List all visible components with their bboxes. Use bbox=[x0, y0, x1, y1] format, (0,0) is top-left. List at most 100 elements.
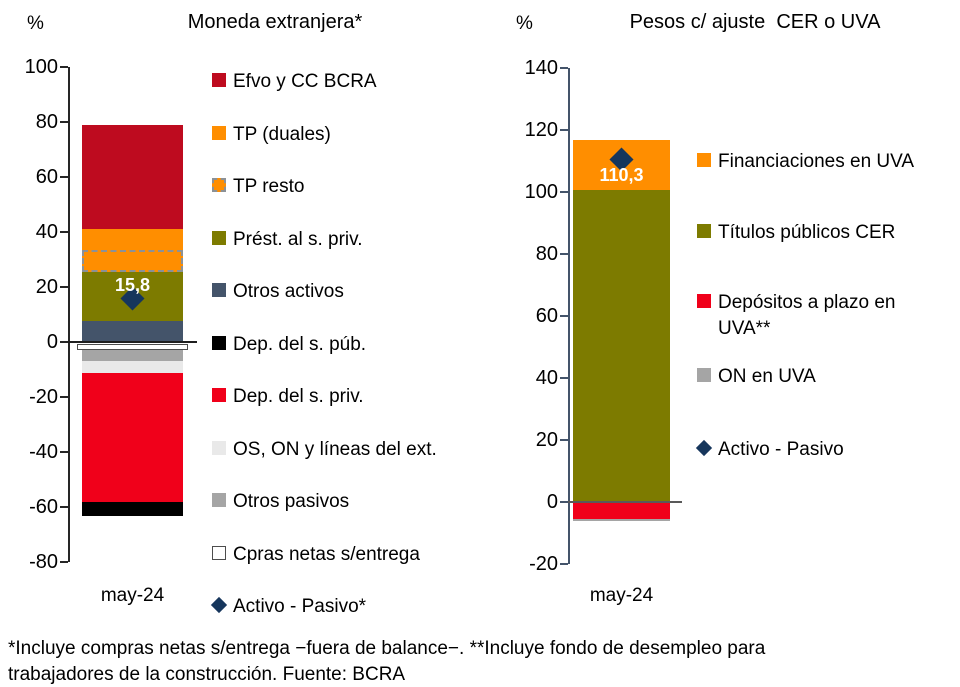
legend-label-os-on-y-lineas-del-ext: OS, ON y líneas del ext. bbox=[233, 438, 437, 460]
legend-label-on-en-uva: ON en UVA bbox=[718, 366, 816, 387]
left-y-tick-label--40: -40 bbox=[29, 441, 58, 463]
right-y-tick-mark-0 bbox=[560, 500, 568, 503]
right-y-tick-mark-20 bbox=[560, 438, 568, 441]
legend-label-titulos-publicos-cer: Títulos públicos CER bbox=[718, 222, 896, 243]
legend-diamond-icon bbox=[210, 596, 228, 614]
left-y-tick-label-40: 40 bbox=[35, 221, 58, 243]
left-y-tick-mark--80 bbox=[60, 561, 68, 563]
legend-label-financiaciones-en-uva: Financiaciones en UVA bbox=[718, 151, 915, 172]
left-y-tick-mark-80 bbox=[60, 121, 68, 123]
legend-label-activo-pasivo: Activo - Pasivo* bbox=[233, 596, 367, 617]
right-y-tick-label-80: 80 bbox=[535, 242, 558, 265]
left-legend-item-cpras-netas-s-entrega: Cpras netas s/entrega bbox=[212, 542, 462, 568]
bar-segment-otros-activos bbox=[82, 321, 183, 342]
left-y-axis-line bbox=[68, 67, 70, 562]
legend-swatch-tp-resto bbox=[212, 178, 226, 192]
left-marker-value-label: 15,8 bbox=[114, 274, 151, 295]
right-y-tick-label-140: 140 bbox=[524, 56, 558, 79]
right-chart-title: Pesos c/ ajuste CER o UVA bbox=[629, 11, 881, 33]
bar-segment-on-en-uva bbox=[573, 519, 670, 522]
legend-label-efvo-y-cc-bcra: Efvo y CC BCRA bbox=[233, 71, 377, 92]
left-y-tick-label-20: 20 bbox=[35, 276, 58, 298]
footnote-line-1: *Incluye compras netas s/entrega −fuera … bbox=[8, 638, 766, 659]
left-y-tick-label-100: 100 bbox=[24, 56, 58, 78]
bar-segment-tp-resto bbox=[82, 249, 183, 273]
left-x-category-label: may-24 bbox=[100, 585, 165, 606]
bar-segment-tp-duales bbox=[82, 229, 183, 250]
bar-segment-os-on-y-lineas-del-ext bbox=[82, 361, 183, 374]
left-y-tick-mark-0 bbox=[60, 341, 68, 343]
left-y-tick-mark-60 bbox=[60, 176, 68, 178]
right-y-tick-mark-60 bbox=[560, 314, 568, 317]
left-y-tick-mark--60 bbox=[60, 506, 68, 508]
right-marker-value-label: 110,3 bbox=[599, 164, 644, 185]
left-y-tick-mark--20 bbox=[60, 396, 68, 398]
right-x-category-label: may-24 bbox=[589, 585, 654, 606]
right-legend-item-financiaciones-en-uva: Financiaciones en UVA bbox=[697, 149, 940, 175]
right-y-tick-label-0: 0 bbox=[546, 490, 558, 513]
right-y-tick-label-100: 100 bbox=[524, 180, 558, 203]
bar-segment-otros-pasivos bbox=[82, 348, 183, 362]
left-y-tick-label-60: 60 bbox=[35, 166, 58, 188]
legend-label-tp-resto: TP resto bbox=[233, 176, 305, 197]
right-y-tick-mark-80 bbox=[560, 252, 568, 255]
legend-swatch-tp-duales bbox=[212, 125, 226, 140]
right-y-tick-mark-140 bbox=[560, 66, 568, 69]
legend-swatch-dep-del-s-priv bbox=[212, 388, 226, 402]
right-y-tick-mark-100 bbox=[560, 190, 568, 193]
left-legend-item-dep-del-s-priv: Dep. del s. priv. bbox=[212, 384, 462, 410]
left-y-tick-label-80: 80 bbox=[35, 111, 58, 133]
legend-label-otros-pasivos: Otros pasivos bbox=[233, 491, 350, 512]
legend-swatch-os-on-y-lineas-del-ext bbox=[212, 440, 226, 455]
left-y-tick-label--80: -80 bbox=[29, 551, 58, 573]
bar-segment-depositos-a-plazo-en-uva bbox=[573, 501, 670, 520]
legend-swatch-titulos-publicos-cer bbox=[697, 224, 711, 238]
legend-swatch-prest-al-s-priv bbox=[212, 230, 226, 245]
legend-label-depositos-a-plazo-en-uva: Depósitos a plazo en UVA** bbox=[718, 292, 896, 339]
right-legend-item-activo-pasivo: Activo - Pasivo bbox=[695, 437, 940, 463]
legend-swatch-cpras-netas-s-entrega bbox=[212, 545, 226, 560]
right-legend-item-on-en-uva: ON en UVA bbox=[697, 364, 940, 390]
bar-segment-titulos-publicos-cer bbox=[573, 190, 670, 502]
left-legend-item-prest-al-s-priv: Prést. al s. priv. bbox=[212, 227, 462, 253]
left-y-tick-label--20: -20 bbox=[29, 386, 58, 408]
left-zero-line bbox=[68, 341, 197, 343]
left-y-tick-mark--40 bbox=[60, 451, 68, 453]
legend-swatch-financiaciones-en-uva bbox=[697, 153, 711, 167]
legend-label-dep-del-s-pub: Dep. del s. púb. bbox=[233, 333, 367, 355]
right-legend-item-depositos-a-plazo-en-uva: Depósitos a plazo en UVA** bbox=[697, 290, 940, 342]
left-y-tick-label--60: -60 bbox=[29, 496, 58, 518]
left-y-tick-mark-40 bbox=[60, 231, 68, 233]
right-y-axis-line bbox=[568, 67, 570, 564]
right-y-tick-label--20: -20 bbox=[529, 552, 558, 575]
right-y-tick-mark--20 bbox=[560, 562, 568, 565]
left-legend-item-dep-del-s-pub: Dep. del s. púb. bbox=[212, 332, 462, 358]
footnote: *Incluye compras netas s/entrega −fuera … bbox=[8, 636, 956, 687]
legend-label-cpras-netas-s-entrega: Cpras netas s/entrega bbox=[233, 543, 420, 565]
legend-label-prest-al-s-priv: Prést. al s. priv. bbox=[233, 228, 363, 250]
legend-swatch-efvo-y-cc-bcra bbox=[212, 73, 226, 87]
bar-segment-cpras-netas-s-entrega bbox=[77, 343, 188, 351]
bar-segment-efvo-y-cc-bcra bbox=[82, 124, 183, 230]
left-y-tick-mark-100 bbox=[60, 66, 68, 68]
right-axis-unit-label: % bbox=[516, 13, 533, 34]
left-legend-item-otros-activos: Otros activos bbox=[212, 279, 462, 305]
bar-segment-dep-del-s-priv bbox=[82, 373, 183, 503]
right-y-tick-mark-40 bbox=[560, 376, 568, 379]
legend-swatch-on-en-uva bbox=[697, 368, 711, 382]
legend-label-dep-del-s-priv: Dep. del s. priv. bbox=[233, 386, 364, 407]
legend-label-tp-duales: TP (duales) bbox=[233, 123, 331, 145]
right-legend-item-titulos-publicos-cer: Títulos públicos CER bbox=[697, 220, 940, 246]
left-axis-unit-label: % bbox=[27, 13, 44, 34]
legend-swatch-otros-pasivos bbox=[212, 493, 226, 507]
left-legend-item-tp-duales: TP (duales) bbox=[212, 122, 462, 148]
legend-label-otros-activos: Otros activos bbox=[233, 281, 344, 302]
right-y-tick-label-20: 20 bbox=[535, 428, 558, 451]
left-y-tick-label-0: 0 bbox=[46, 331, 58, 353]
legend-swatch-depositos-a-plazo-en-uva bbox=[697, 294, 711, 308]
left-legend-item-os-on-y-lineas-del-ext: OS, ON y líneas del ext. bbox=[212, 437, 462, 463]
legend-label-activo-pasivo: Activo - Pasivo bbox=[718, 439, 844, 460]
right-y-tick-label-60: 60 bbox=[535, 304, 558, 327]
left-chart-title: Moneda extranjera* bbox=[187, 11, 363, 33]
